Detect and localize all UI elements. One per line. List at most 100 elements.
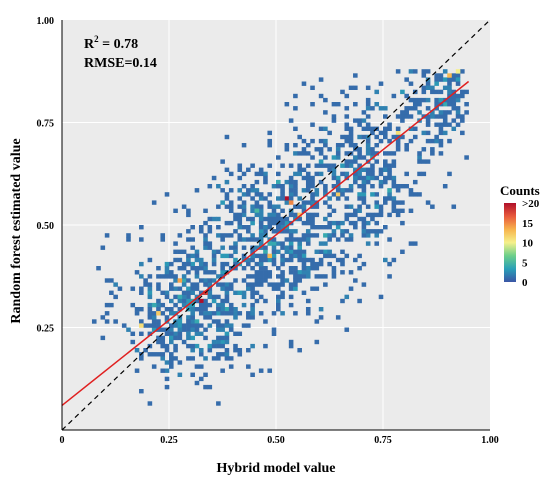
density-cell bbox=[280, 192, 285, 197]
density-cell bbox=[361, 155, 367, 160]
density-cell bbox=[425, 85, 431, 90]
density-cell bbox=[400, 220, 405, 226]
density-cell bbox=[267, 200, 273, 205]
density-cell bbox=[169, 339, 174, 345]
density-cell bbox=[464, 102, 469, 107]
density-cell bbox=[297, 245, 302, 250]
density-cell bbox=[310, 200, 315, 205]
density-cell bbox=[378, 138, 384, 144]
density-cell bbox=[425, 130, 431, 136]
density-cell bbox=[383, 163, 388, 168]
density-cell bbox=[267, 204, 273, 209]
density-cell bbox=[340, 270, 345, 275]
density-cell bbox=[318, 241, 324, 246]
density-cell bbox=[314, 147, 320, 152]
density-cell bbox=[267, 257, 273, 263]
density-cell bbox=[216, 356, 221, 361]
density-cell bbox=[216, 319, 221, 324]
density-cell bbox=[276, 266, 281, 271]
density-cell bbox=[186, 335, 191, 341]
density-cell bbox=[293, 282, 298, 287]
density-cell bbox=[271, 331, 277, 336]
density-cell bbox=[228, 307, 234, 312]
density-cell bbox=[241, 200, 247, 205]
density-cell bbox=[271, 237, 277, 242]
density-cell bbox=[327, 261, 332, 267]
density-cell bbox=[224, 294, 230, 300]
density-cell bbox=[220, 270, 225, 275]
density-cell bbox=[109, 302, 114, 308]
density-cell bbox=[370, 126, 375, 131]
density-cell bbox=[387, 261, 392, 267]
density-cell bbox=[400, 249, 405, 254]
density-cell bbox=[280, 270, 285, 275]
density-cell bbox=[198, 331, 204, 336]
density-cell bbox=[280, 196, 285, 201]
density-cell bbox=[305, 233, 311, 238]
density-cell bbox=[293, 237, 298, 242]
density-cell bbox=[220, 274, 225, 279]
density-cell bbox=[203, 266, 208, 271]
density-cell bbox=[323, 216, 328, 222]
density-cell bbox=[434, 77, 439, 82]
density-cell bbox=[387, 192, 392, 197]
density-cell bbox=[310, 261, 315, 267]
density-cell bbox=[190, 253, 195, 259]
density-cell bbox=[246, 261, 251, 267]
density-cell bbox=[220, 298, 225, 304]
density-cell bbox=[224, 286, 230, 291]
density-cell bbox=[365, 175, 371, 181]
density-cell bbox=[246, 225, 251, 230]
density-cell bbox=[451, 73, 457, 78]
density-cell bbox=[391, 196, 397, 201]
density-cell bbox=[314, 266, 320, 271]
density-cell bbox=[314, 261, 320, 267]
density-cell bbox=[190, 282, 195, 287]
density-cell bbox=[374, 220, 380, 226]
density-cell bbox=[284, 278, 290, 283]
density-cell bbox=[246, 257, 251, 263]
density-cell bbox=[374, 134, 380, 140]
density-cell bbox=[190, 266, 195, 271]
density-cell bbox=[451, 77, 457, 82]
density-cell bbox=[387, 212, 392, 218]
density-cell bbox=[151, 327, 157, 332]
density-cell bbox=[318, 138, 324, 144]
density-cell bbox=[254, 208, 260, 213]
density-cell bbox=[241, 266, 247, 271]
density-cell bbox=[365, 241, 371, 246]
density-cell bbox=[425, 138, 431, 144]
density-cell bbox=[169, 331, 174, 336]
density-cell bbox=[357, 196, 362, 201]
density-cell bbox=[451, 102, 457, 107]
density-cell bbox=[190, 348, 195, 353]
density-cell bbox=[139, 389, 144, 394]
density-cell bbox=[198, 352, 204, 357]
density-cell bbox=[156, 335, 161, 341]
density-cell bbox=[353, 257, 358, 263]
density-cell bbox=[194, 364, 200, 369]
density-cell bbox=[404, 93, 409, 99]
density-cell bbox=[186, 237, 191, 242]
density-cell bbox=[250, 311, 255, 316]
density-cell bbox=[344, 122, 350, 127]
density-cell bbox=[340, 249, 345, 254]
density-cell bbox=[340, 229, 345, 234]
density-cell bbox=[258, 241, 264, 246]
density-cell bbox=[288, 118, 294, 123]
density-cell bbox=[293, 126, 298, 131]
density-cell bbox=[395, 138, 401, 144]
density-cell bbox=[254, 270, 260, 275]
density-cell bbox=[430, 147, 435, 152]
density-cell bbox=[147, 282, 153, 287]
density-cell bbox=[447, 89, 452, 95]
density-cell bbox=[280, 274, 285, 279]
density-cell bbox=[203, 270, 208, 275]
density-cell bbox=[374, 204, 380, 209]
density-cell bbox=[233, 331, 238, 336]
density-cell bbox=[288, 282, 294, 287]
density-cell bbox=[293, 266, 298, 271]
density-cell bbox=[327, 196, 332, 201]
density-cell bbox=[314, 249, 320, 254]
density-cell bbox=[203, 335, 208, 341]
